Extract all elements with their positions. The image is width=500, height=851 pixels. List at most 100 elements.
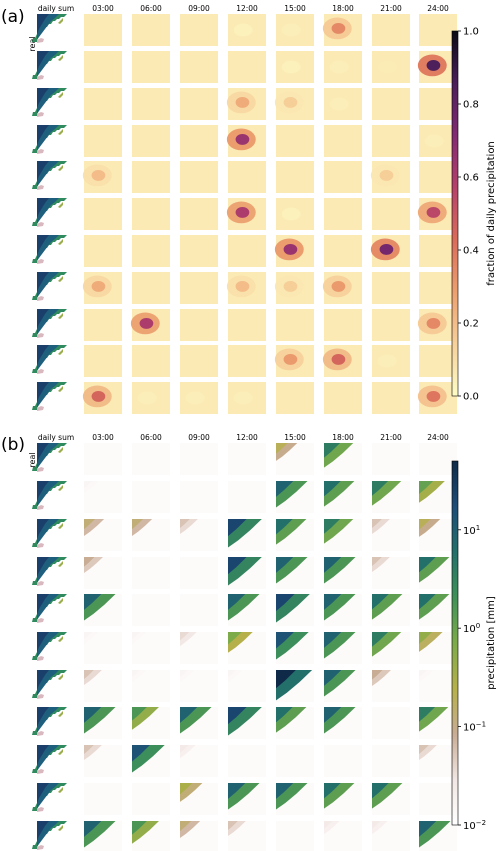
daily-sum-map	[32, 632, 75, 664]
precip-cell	[324, 557, 362, 589]
heatmap-cell	[276, 51, 314, 83]
panel-b-grid	[32, 443, 457, 851]
heatmap-cell	[180, 345, 218, 377]
precip-cell	[324, 519, 362, 551]
heatmap-cell	[132, 161, 170, 193]
precip-cell	[372, 821, 410, 851]
colorbar-b-tick-label: 10−1	[463, 721, 486, 734]
precip-cell	[180, 481, 218, 513]
heatmap-cell	[180, 309, 218, 341]
precip-cell	[419, 632, 457, 664]
column-header: 03:00	[92, 4, 114, 13]
precip-cell	[84, 670, 122, 702]
panel-a-label: (a)	[1, 7, 25, 27]
precip-cell	[132, 783, 170, 815]
heatmap-cell	[324, 125, 362, 157]
precip-cell	[228, 821, 266, 851]
precip-cell	[84, 632, 122, 664]
heatmap-cell	[276, 309, 314, 341]
heatmap-cell	[132, 125, 170, 157]
heatmap-cell	[324, 198, 362, 230]
precip-cell	[84, 481, 122, 513]
colorbar-a-label: fraction of daily precipitation	[486, 141, 497, 286]
precip-cell	[132, 557, 170, 589]
daily-sum-map	[32, 161, 75, 193]
heatmap-cell	[372, 51, 410, 83]
heatmap-cell	[322, 345, 362, 377]
precip-cell	[228, 481, 266, 513]
precip-cell	[276, 632, 314, 664]
heatmap-cell	[274, 272, 314, 304]
heatmap-cell	[417, 51, 457, 83]
daily-sum-map	[32, 745, 75, 777]
panel-a: (a) daily sum 03:00 06:00 09:00 12:00 15:00 18…	[1, 4, 497, 414]
heatmap-cell	[372, 88, 410, 120]
heatmap-cell	[276, 14, 314, 46]
heatmap-cell	[322, 14, 362, 46]
panel-a-column-headers: daily sum 03:00 06:00 09:00 12:00 15:00 18:00 2…	[38, 4, 449, 13]
heatmap-cell	[372, 14, 410, 46]
heatmap-cell	[228, 345, 266, 377]
precip-cell	[419, 707, 457, 739]
daily-sum-map	[32, 14, 75, 46]
heatmap-cell	[180, 272, 218, 304]
colorbar-a-tick-label: 1.0	[463, 27, 479, 38]
precip-cell	[132, 707, 170, 739]
daily-sum-map	[32, 345, 75, 377]
precip-cell	[84, 594, 122, 626]
heatmap-cell	[324, 51, 362, 83]
precip-cell	[372, 481, 410, 513]
heatmap-cell	[132, 14, 170, 46]
daily-sum-map	[32, 481, 75, 513]
precip-cell	[372, 443, 410, 475]
precip-cell	[228, 783, 266, 815]
precip-cell	[372, 519, 410, 551]
heatmap-cell	[84, 309, 122, 341]
colorbar-a-tick-label: 0.0	[463, 392, 479, 403]
precip-cell	[276, 821, 314, 851]
daily-sum-map	[32, 707, 75, 739]
precip-cell	[180, 821, 218, 851]
column-header: 18:00	[332, 4, 354, 13]
heatmap-cell	[228, 235, 266, 267]
panel-a-real-label: real	[28, 36, 37, 51]
colorbar-b-tick-label: 10−2	[463, 819, 486, 832]
heatmap-cell	[228, 309, 266, 341]
precip-cell	[276, 783, 314, 815]
column-header: 09:00	[188, 433, 210, 442]
column-header: daily sum	[38, 433, 74, 442]
heatmap-cell	[228, 14, 266, 46]
precip-cell	[419, 481, 457, 513]
daily-sum-map	[32, 519, 75, 551]
daily-sum-map	[32, 51, 75, 83]
precip-cell	[180, 443, 218, 475]
heatmap-cell	[180, 51, 218, 83]
precip-cell	[419, 745, 457, 777]
precip-cell	[276, 670, 314, 702]
precip-cell	[84, 745, 122, 777]
precip-cell	[276, 557, 314, 589]
precip-cell	[180, 557, 218, 589]
precip-cell	[180, 519, 218, 551]
colorbar-a-tick-label: 0.2	[463, 319, 479, 330]
column-header: 12:00	[236, 433, 258, 442]
heatmap-cell	[84, 235, 122, 267]
heatmap-cell	[274, 88, 314, 120]
precip-cell	[228, 632, 266, 664]
heatmap-cell	[180, 125, 218, 157]
precip-cell	[324, 821, 362, 851]
heatmap-cell	[372, 272, 410, 304]
column-header: 15:00	[284, 4, 306, 13]
heatmap-cell	[132, 235, 170, 267]
heatmap-cell	[419, 272, 457, 304]
daily-sum-map	[32, 821, 75, 851]
precip-cell	[324, 783, 362, 815]
column-header: 21:00	[380, 4, 402, 13]
heatmap-cell	[132, 382, 170, 414]
colorbar-a-tick-label: 0.4	[463, 246, 479, 257]
heatmap-cell	[84, 51, 122, 83]
precip-cell	[324, 594, 362, 626]
column-header: 03:00	[92, 433, 114, 442]
heatmap-cell	[370, 235, 410, 267]
